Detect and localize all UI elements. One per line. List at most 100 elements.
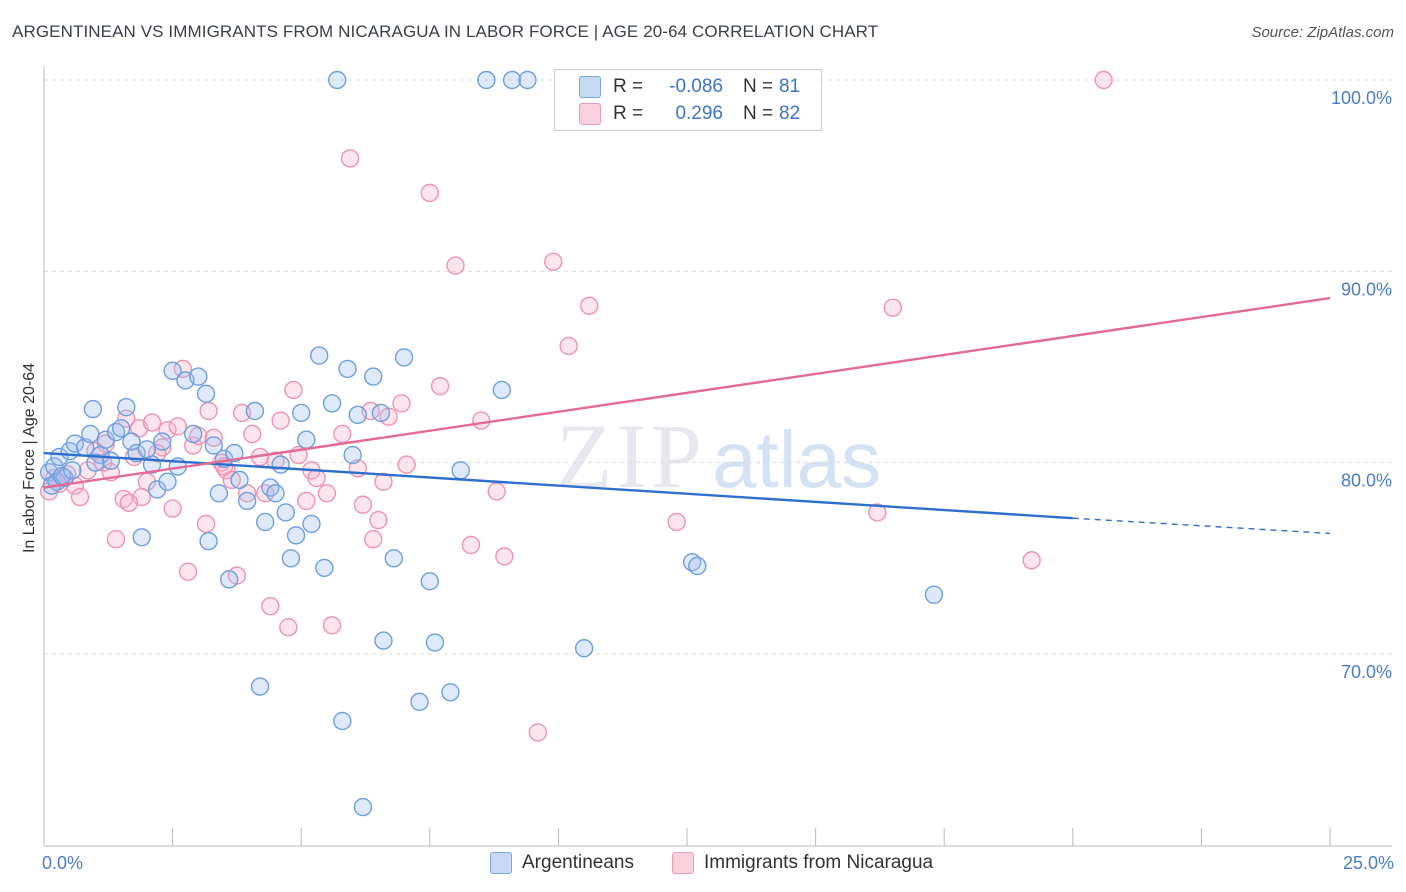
data-point [420, 572, 439, 591]
y-tick-label: 80.0% [1341, 471, 1392, 491]
stats-legend: R = -0.086 N = 81 R = 0.296 N = 82 [554, 69, 822, 131]
data-point [178, 562, 198, 581]
data-point [261, 478, 280, 497]
data-point [559, 336, 578, 356]
data-point [420, 183, 439, 203]
legend-row-nicaragua: R = 0.296 N = 82 [579, 101, 800, 127]
data-point [284, 380, 303, 400]
data-point [333, 711, 352, 731]
data-point [271, 411, 290, 430]
data-point [333, 424, 352, 444]
data-point [487, 482, 506, 501]
data-point [199, 401, 218, 421]
data-point [307, 468, 326, 488]
data-point [461, 535, 481, 555]
legend-n-value: 81 [779, 76, 801, 97]
data-point [163, 499, 182, 518]
data-point [315, 558, 334, 578]
data-point [371, 403, 391, 423]
data-point [451, 461, 470, 480]
data-point [353, 797, 373, 817]
legend-swatch-nicaragua [672, 852, 694, 874]
data-point [472, 411, 491, 430]
data-point [83, 399, 103, 419]
data-point [199, 531, 218, 551]
data-point [924, 585, 944, 604]
data-point [343, 445, 362, 465]
data-point [81, 424, 100, 444]
data-point [369, 510, 388, 530]
y-tick-label: 100.0% [1331, 88, 1392, 108]
data-point [310, 346, 329, 365]
data-point [286, 526, 306, 545]
data-point [204, 428, 223, 447]
data-point [868, 503, 887, 522]
legend-swatch-argentineans [490, 852, 512, 874]
data-point [158, 420, 177, 440]
watermark-zip: ZIP [556, 405, 706, 507]
data-point [209, 484, 229, 503]
data-point [374, 472, 393, 491]
data-point [430, 376, 450, 396]
data-point [45, 457, 64, 476]
data-point [328, 70, 347, 90]
legend-label-nicaragua: Immigrants from Nicaragua [704, 852, 934, 873]
data-point [425, 633, 445, 652]
data-point [255, 484, 275, 503]
data-point [574, 639, 594, 658]
trend-line [43, 296, 1331, 489]
data-point [394, 348, 414, 367]
data-point [122, 432, 141, 451]
data-point [317, 484, 337, 503]
data-point [495, 547, 514, 566]
data-point [204, 436, 223, 455]
data-point [297, 491, 316, 511]
data-point [127, 443, 146, 463]
data-point [279, 618, 298, 637]
watermark: ZIP atlas [556, 405, 881, 507]
series-legend: Argentineans Immigrants from Nicaragua [0, 852, 1406, 878]
data-point [111, 419, 131, 438]
data-point [410, 692, 429, 712]
legend-item-nicaragua: Immigrants from Nicaragua [672, 852, 933, 874]
data-point [78, 461, 97, 480]
legend-n-label: N = [743, 103, 774, 124]
axes: 100.0% 90.0% 80.0% 70.0% 0.0% 25.0% [42, 66, 1394, 873]
data-point [86, 453, 105, 472]
trend-line [43, 451, 1073, 520]
data-point [147, 443, 167, 463]
data-point [137, 440, 157, 459]
data-point [544, 252, 563, 271]
data-point [392, 394, 411, 413]
data-point [397, 455, 416, 474]
data-point [230, 470, 249, 490]
data-point [261, 596, 280, 616]
source-label: Source: ZipAtlas.com [1251, 24, 1394, 41]
legend-r-value: -0.086 [669, 76, 723, 97]
data-point [688, 556, 707, 576]
legend-r-label: R = [613, 103, 644, 124]
data-point [340, 149, 360, 168]
data-point [132, 528, 151, 547]
data-point [374, 631, 393, 650]
data-point [446, 256, 465, 275]
data-point [237, 491, 257, 511]
data-point [250, 677, 270, 696]
data-point [364, 367, 383, 386]
data-point [441, 683, 460, 702]
data-point [580, 296, 599, 315]
data-point [153, 438, 172, 457]
y-tick-label: 90.0% [1341, 279, 1392, 299]
grid [44, 79, 1392, 655]
data-point [322, 616, 342, 635]
data-point [168, 417, 187, 436]
chart-title: ARGENTINEAN VS IMMIGRANTS FROM NICARAGUA… [12, 22, 879, 41]
data-point [322, 394, 342, 413]
data-point [364, 530, 383, 549]
legend-item-argentineans: Argentineans [490, 852, 634, 874]
data-point [163, 361, 182, 381]
data-point [196, 384, 216, 403]
data-point [101, 451, 121, 470]
trend-lines [43, 296, 1331, 535]
